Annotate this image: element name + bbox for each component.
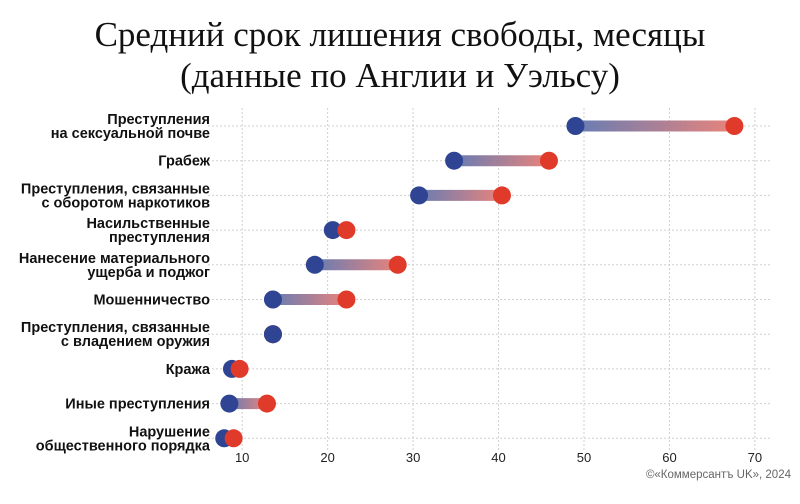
x-tick-label: 30 [406, 450, 420, 465]
category-label-line: Нарушение [129, 424, 210, 440]
category-label: Нанесение материального ущерба и поджог [19, 251, 210, 281]
category-label-line: общественного порядка [36, 438, 211, 454]
category-label-line: ущерба и поджог [87, 265, 210, 281]
category-label: Насильственные преступления [86, 216, 210, 246]
category-label-line: на сексуальной почве [51, 126, 210, 142]
series-2-point [539, 151, 558, 170]
source-credit: ©«Коммерсантъ UK», 2024 [646, 469, 792, 481]
chart-title-line-2: (данные по Англии и Уэльсу) [180, 56, 620, 95]
category-label-line: Насильственные [86, 216, 210, 232]
series-1-point-overlay [263, 325, 282, 344]
x-tick-label: 20 [320, 450, 334, 465]
series-2-point [492, 186, 511, 205]
x-tick-label: 70 [748, 450, 762, 465]
series-1-point [220, 394, 239, 413]
x-tick-label: 60 [662, 450, 676, 465]
series-1-point [410, 186, 429, 205]
category-label-line: Нанесение материального [19, 251, 210, 267]
series-2-point [224, 429, 243, 448]
x-axis-ticks: 10 20 30 40 50 60 70 [235, 450, 762, 465]
series-2-point [337, 290, 356, 309]
series-1-point [263, 290, 282, 309]
category-label-line: Преступления [107, 112, 210, 128]
category-label-line: Иные преступления [65, 397, 210, 413]
category-label-line: Преступления, связанные [21, 181, 210, 197]
series-2-point [337, 221, 356, 240]
series-1-point [566, 117, 585, 135]
dumbbell-bars [224, 120, 735, 444]
category-label-line: с оборотом наркотиков [41, 195, 210, 211]
x-tick-label: 10 [235, 450, 249, 465]
category-label: Грабеж [158, 154, 210, 170]
category-label: Иные преступления [65, 397, 210, 413]
chart-title-line-1: Средний срок лишения свободы, месяцы [94, 15, 706, 54]
x-tick-label: 40 [491, 450, 505, 465]
series-2-point [388, 255, 407, 274]
category-label-line: Кража [166, 362, 211, 378]
category-label-line: Грабеж [158, 154, 210, 170]
category-label: Мошенничество [93, 293, 210, 309]
series-2-point [257, 394, 276, 413]
category-label-line: Мошенничество [93, 293, 210, 309]
category-labels: Преступления на сексуальной почве Грабеж Пр… [19, 112, 211, 454]
series-1-point [305, 255, 324, 274]
chart-title: Средний срок лишения свободы, месяцы (да… [0, 14, 800, 96]
series-1-point [323, 221, 342, 240]
x-tick-label: 50 [577, 450, 591, 465]
category-label-line: с владением оружия [61, 334, 210, 350]
category-label-line: Преступления, связанные [21, 320, 210, 336]
series-2-point [230, 359, 249, 378]
series-2-point [725, 117, 744, 135]
category-label: Преступления, связанные с владением оружи… [21, 320, 210, 350]
category-label: Нарушение общественного порядка [36, 424, 211, 454]
dumbbell-points [215, 117, 744, 448]
series-1-point [445, 151, 464, 170]
category-label: Преступления, связанные с оборотом наркот… [21, 181, 210, 211]
category-label-line: преступления [109, 230, 210, 246]
category-label: Кража [166, 362, 211, 378]
category-label: Преступления на сексуальной почве [51, 112, 210, 142]
